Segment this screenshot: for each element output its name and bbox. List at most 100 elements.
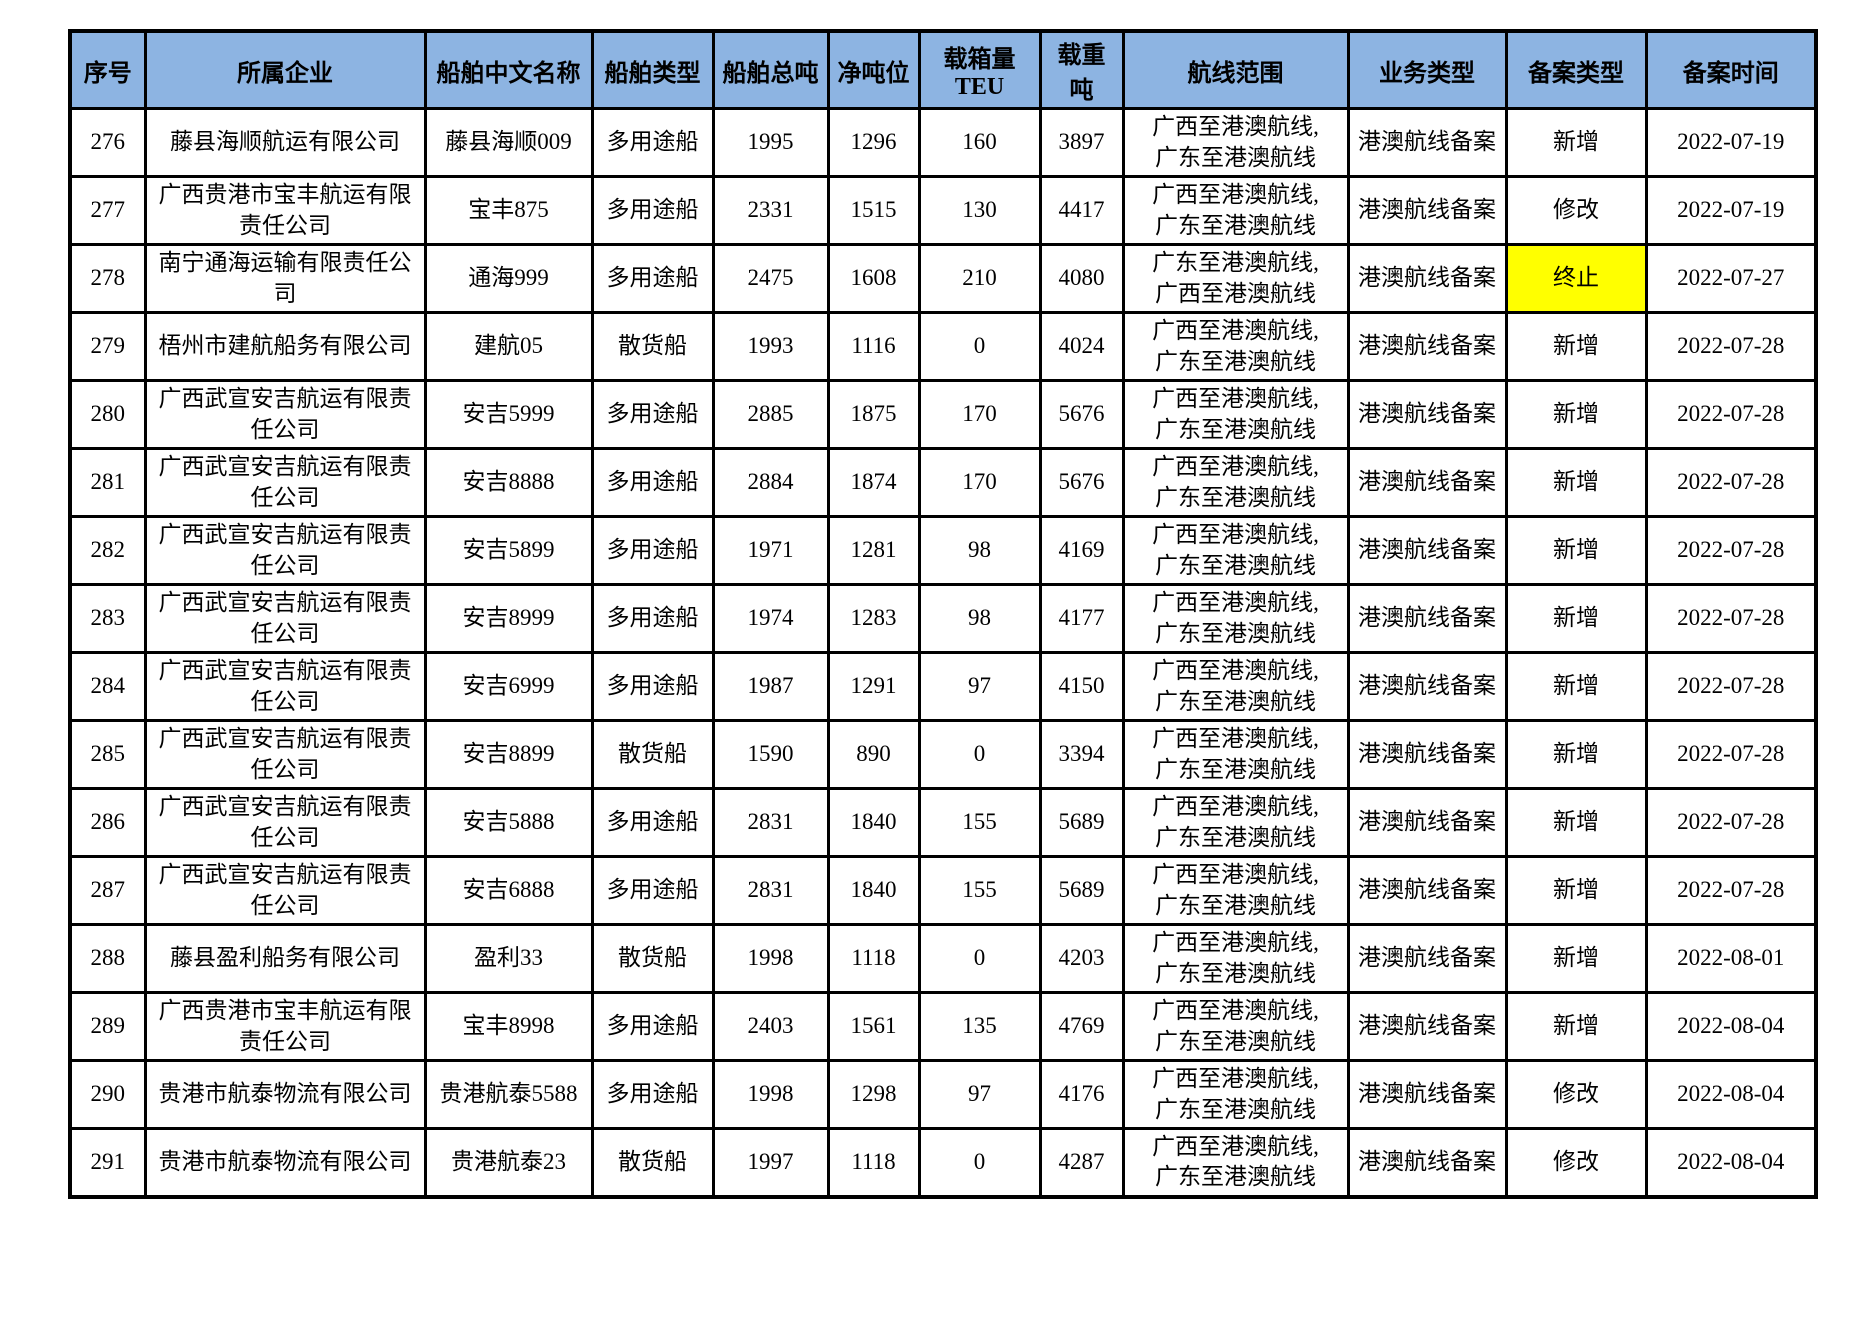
- cell-teu: 170: [917, 379, 1042, 450]
- cell-gross_tonnage: 2831: [711, 855, 830, 926]
- cell-index: 280: [68, 379, 147, 450]
- cell-ship_name: 盈利33: [423, 923, 594, 994]
- cell-net_tonnage: 1291: [826, 651, 921, 722]
- cell-index: 279: [68, 311, 147, 382]
- cell-ship_type: 散货船: [590, 1126, 715, 1199]
- cell-filing_date: 2022-07-28: [1644, 583, 1818, 654]
- cell-ship_type: 多用途船: [590, 175, 715, 246]
- column-header-route: 航线范围: [1121, 29, 1350, 110]
- cell-business_type: 港澳航线备案: [1346, 651, 1508, 722]
- cell-index: 281: [68, 447, 147, 518]
- cell-index: 285: [68, 719, 147, 790]
- cell-net_tonnage: 1283: [826, 583, 921, 654]
- cell-gross_tonnage: 2885: [711, 379, 830, 450]
- cell-filing_type: 修改: [1504, 1059, 1648, 1130]
- cell-filing_date: 2022-08-04: [1644, 991, 1818, 1062]
- table-row: 286 广西武宣安吉航运有限责任公司 安吉5888 多用途船 2831 1840 155 56…: [68, 787, 1818, 858]
- cell-index: 278: [68, 243, 147, 314]
- cell-company: 广西贵港市宝丰航运有限责任公司: [143, 991, 427, 1062]
- cell-filing_type: 新增: [1504, 651, 1648, 722]
- column-header-filing_type: 备案类型: [1504, 29, 1648, 110]
- cell-gross_tonnage: 1998: [711, 1059, 830, 1130]
- cell-route: 广西至港澳航线, 广东至港澳航线: [1121, 379, 1350, 450]
- cell-filing_type: 新增: [1504, 719, 1648, 790]
- cell-gross_tonnage: 1993: [711, 311, 830, 382]
- table-row: 290 贵港市航泰物流有限公司 贵港航泰5588 多用途船 1998 1298 97 4176…: [68, 1059, 1818, 1130]
- cell-net_tonnage: 1116: [826, 311, 921, 382]
- table-row: 278 南宁通海运输有限责任公司 通海999 多用途船 2475 1608 210 4080 广…: [68, 243, 1818, 314]
- cell-business_type: 港澳航线备案: [1346, 175, 1508, 246]
- cell-net_tonnage: 1840: [826, 855, 921, 926]
- cell-teu: 0: [917, 923, 1042, 994]
- cell-business_type: 港澳航线备案: [1346, 991, 1508, 1062]
- cell-business_type: 港澳航线备案: [1346, 719, 1508, 790]
- cell-index: 286: [68, 787, 147, 858]
- cell-deadweight: 4203: [1038, 923, 1125, 994]
- cell-ship_type: 多用途船: [590, 107, 715, 178]
- cell-ship_name: 安吉5899: [423, 515, 594, 586]
- cell-gross_tonnage: 2884: [711, 447, 830, 518]
- cell-route: 广西至港澳航线, 广东至港澳航线: [1121, 1126, 1350, 1199]
- cell-filing_type: 新增: [1504, 923, 1648, 994]
- cell-route: 广西至港澳航线, 广东至港澳航线: [1121, 175, 1350, 246]
- cell-company: 梧州市建航船务有限公司: [143, 311, 427, 382]
- cell-ship_name: 贵港航泰5588: [423, 1059, 594, 1130]
- cell-gross_tonnage: 2475: [711, 243, 830, 314]
- table-body: 276 藤县海顺航运有限公司 藤县海顺009 多用途船 1995 1296 160 3897 广…: [68, 107, 1818, 1199]
- cell-filing_type: 新增: [1504, 107, 1648, 178]
- column-header-filing_date: 备案时间: [1644, 29, 1818, 110]
- cell-route: 广西至港澳航线, 广东至港澳航线: [1121, 311, 1350, 382]
- cell-route: 广西至港澳航线, 广东至港澳航线: [1121, 1059, 1350, 1130]
- table-row: 279 梧州市建航船务有限公司 建航05 散货船 1993 1116 0 4024 广西至港澳航…: [68, 311, 1818, 382]
- cell-company: 广西武宣安吉航运有限责任公司: [143, 379, 427, 450]
- cell-deadweight: 5676: [1038, 379, 1125, 450]
- cell-ship_name: 安吉5888: [423, 787, 594, 858]
- cell-ship_type: 多用途船: [590, 583, 715, 654]
- cell-deadweight: 5689: [1038, 787, 1125, 858]
- cell-teu: 210: [917, 243, 1042, 314]
- cell-deadweight: 4150: [1038, 651, 1125, 722]
- cell-route: 广西至港澳航线, 广东至港澳航线: [1121, 855, 1350, 926]
- cell-net_tonnage: 1875: [826, 379, 921, 450]
- table-row: 289 广西贵港市宝丰航运有限责任公司 宝丰8998 多用途船 2403 1561 135 4…: [68, 991, 1818, 1062]
- cell-filing_date: 2022-07-28: [1644, 719, 1818, 790]
- cell-route: 广西至港澳航线, 广东至港澳航线: [1121, 107, 1350, 178]
- cell-filing_type: 新增: [1504, 311, 1648, 382]
- ship-filing-table: 序号 所属企业 船舶中文名称 船舶类型 船舶总吨 净吨位 载箱量TEU 载重吨 航线范围 业务类型…: [68, 29, 1818, 1199]
- cell-teu: 97: [917, 1059, 1042, 1130]
- cell-ship_name: 宝丰8998: [423, 991, 594, 1062]
- cell-company: 藤县海顺航运有限公司: [143, 107, 427, 178]
- cell-filing_type: 新增: [1504, 379, 1648, 450]
- cell-route: 广西至港澳航线, 广东至港澳航线: [1121, 923, 1350, 994]
- cell-index: 287: [68, 855, 147, 926]
- table-row: 291 贵港市航泰物流有限公司 贵港航泰23 散货船 1997 1118 0 4287 广西至港…: [68, 1126, 1818, 1199]
- cell-deadweight: 4169: [1038, 515, 1125, 586]
- cell-business_type: 港澳航线备案: [1346, 787, 1508, 858]
- cell-filing_type: 新增: [1504, 855, 1648, 926]
- table-row: 288 藤县盈利船务有限公司 盈利33 散货船 1998 1118 0 4203 广西至港澳航线…: [68, 923, 1818, 994]
- cell-net_tonnage: 1296: [826, 107, 921, 178]
- cell-filing_type: 修改: [1504, 1126, 1648, 1199]
- cell-filing-type-highlighted: 终止: [1504, 243, 1648, 314]
- table-row: 287 广西武宣安吉航运有限责任公司 安吉6888 多用途船 2831 1840 155 56…: [68, 855, 1818, 926]
- cell-ship_type: 多用途船: [590, 447, 715, 518]
- cell-business_type: 港澳航线备案: [1346, 515, 1508, 586]
- cell-index: 276: [68, 107, 147, 178]
- cell-ship_name: 安吉8999: [423, 583, 594, 654]
- cell-route: 广西至港澳航线, 广东至港澳航线: [1121, 719, 1350, 790]
- cell-teu: 98: [917, 515, 1042, 586]
- cell-filing_date: 2022-07-28: [1644, 651, 1818, 722]
- cell-net_tonnage: 1561: [826, 991, 921, 1062]
- cell-deadweight: 3394: [1038, 719, 1125, 790]
- cell-gross_tonnage: 1590: [711, 719, 830, 790]
- table-row: 280 广西武宣安吉航运有限责任公司 安吉5999 多用途船 2885 1875 170 56…: [68, 379, 1818, 450]
- cell-company: 广西武宣安吉航运有限责任公司: [143, 787, 427, 858]
- cell-teu: 0: [917, 311, 1042, 382]
- cell-gross_tonnage: 1997: [711, 1126, 830, 1199]
- cell-deadweight: 4024: [1038, 311, 1125, 382]
- cell-deadweight: 4177: [1038, 583, 1125, 654]
- cell-route: 广西至港澳航线, 广东至港澳航线: [1121, 583, 1350, 654]
- cell-gross_tonnage: 1998: [711, 923, 830, 994]
- cell-route: 广西至港澳航线, 广东至港澳航线: [1121, 787, 1350, 858]
- cell-business_type: 港澳航线备案: [1346, 855, 1508, 926]
